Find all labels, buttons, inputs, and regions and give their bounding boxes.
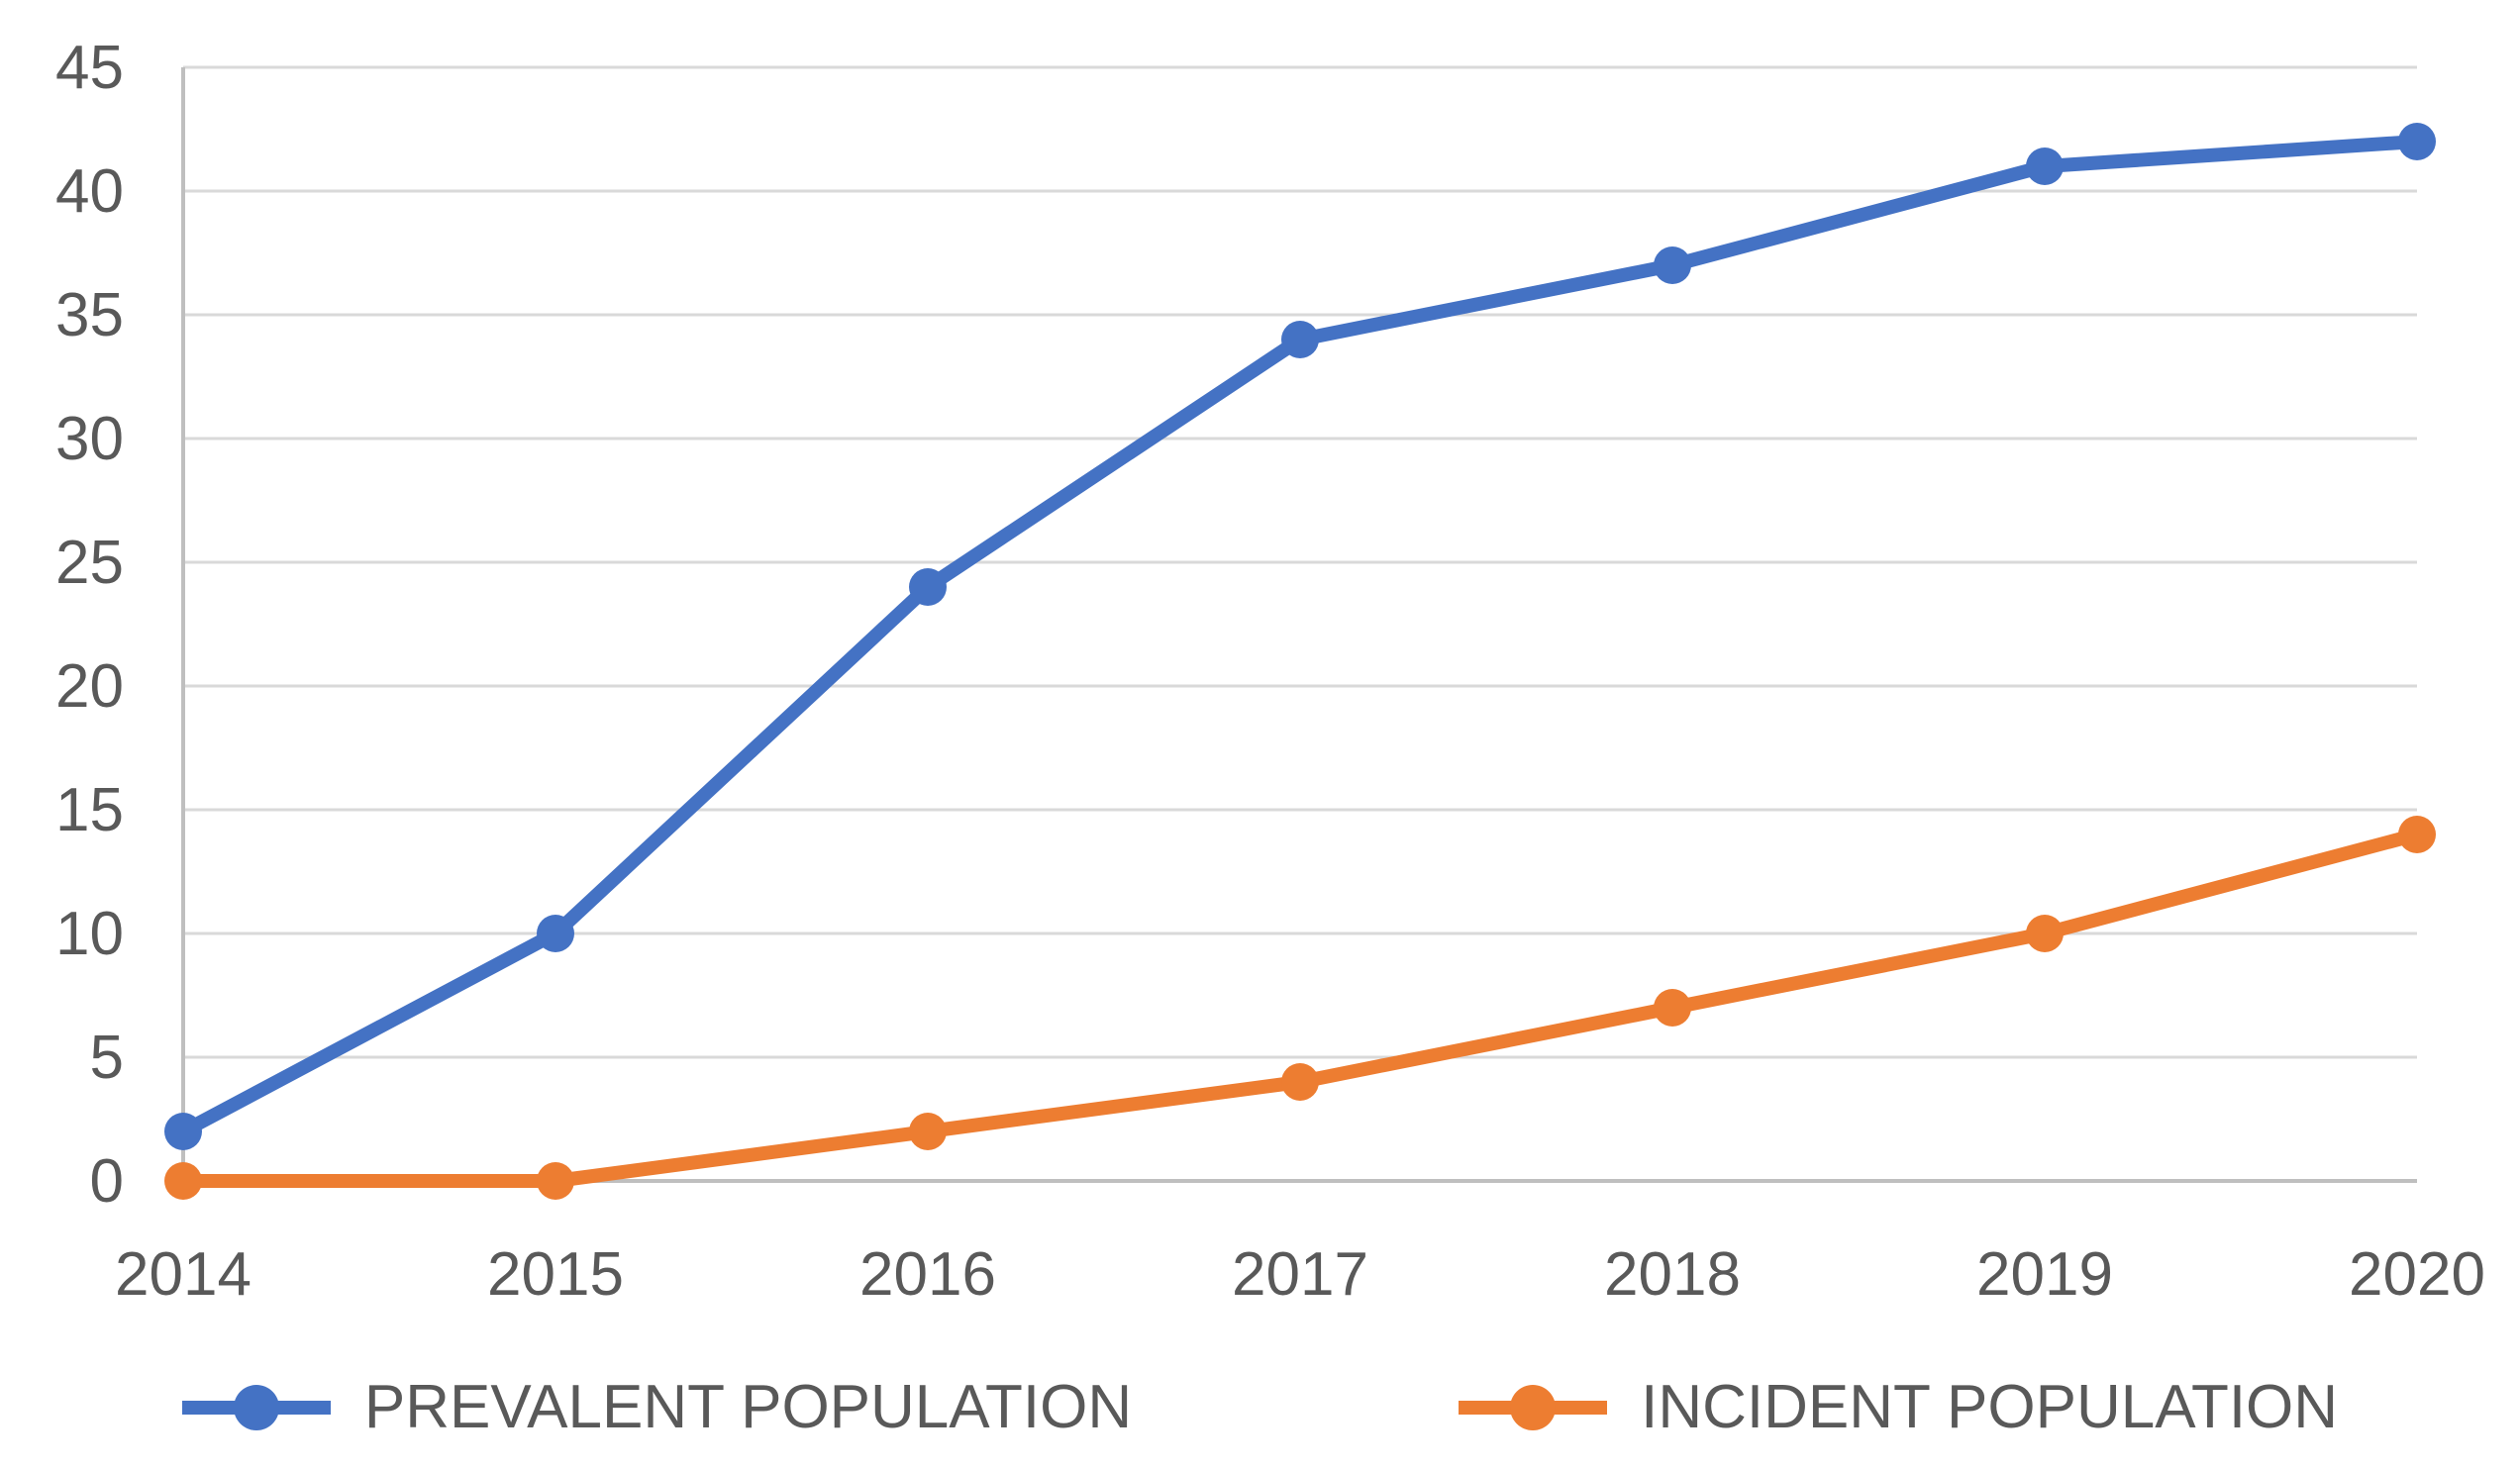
incident-series-marker [1281,1063,1319,1101]
incident-series-marker [1654,989,1691,1027]
y-tick-label: 45 [55,34,124,102]
x-tick-label: 2015 [487,1240,624,1309]
y-tick-label: 0 [90,1147,124,1216]
incident-series-marker [537,1162,574,1200]
chart-legend: PREVALENT POPULATION INCIDENT POPULATION [0,1376,2520,1439]
incident-series-marker [164,1162,202,1200]
y-tick-label: 15 [55,776,124,844]
incident-series-marker [2398,816,2436,853]
prevalent-series-marker [2026,147,2064,185]
legend-label-incident: INCIDENT POPULATION [1641,1373,2339,1441]
legend-item-incident-population: INCIDENT POPULATION [1459,1376,2338,1439]
x-tick-label: 2014 [115,1240,252,1309]
y-tick-label: 25 [55,529,124,597]
incident-series-marker [2026,915,2064,952]
prevalent-series-marker [1281,321,1319,358]
x-tick-label: 2018 [1604,1240,1741,1309]
x-tick-label: 2017 [1232,1240,1368,1309]
prevalent-series-marker [2398,123,2436,160]
y-tick-label: 35 [55,281,124,349]
incident-series-line-marker-icon [1459,1385,1608,1430]
x-tick-label: 2016 [859,1240,996,1309]
prevalent-series-marker [1654,246,1691,284]
prevalent-series-marker [909,568,947,606]
y-tick-label: 5 [90,1024,124,1092]
incident-series-marker [909,1113,947,1150]
y-tick-label: 30 [55,405,124,473]
y-tick-label: 20 [55,652,124,721]
prevalent-series-marker [537,915,574,952]
y-tick-label: 40 [55,157,124,226]
x-tick-label: 2019 [1976,1240,2113,1309]
legend-label-prevalent: PREVALENT POPULATION [363,1373,1133,1441]
y-tick-label: 10 [55,900,124,968]
prevalent-series-marker [164,1113,202,1150]
x-tick-label: 2020 [2349,1240,2485,1309]
legend-item-prevalent-population: PREVALENT POPULATION [181,1373,1133,1441]
prevalent-series-line [176,135,2424,1138]
incident-series-line [176,828,2424,1188]
prevalent-series-line-marker-icon [181,1385,331,1430]
